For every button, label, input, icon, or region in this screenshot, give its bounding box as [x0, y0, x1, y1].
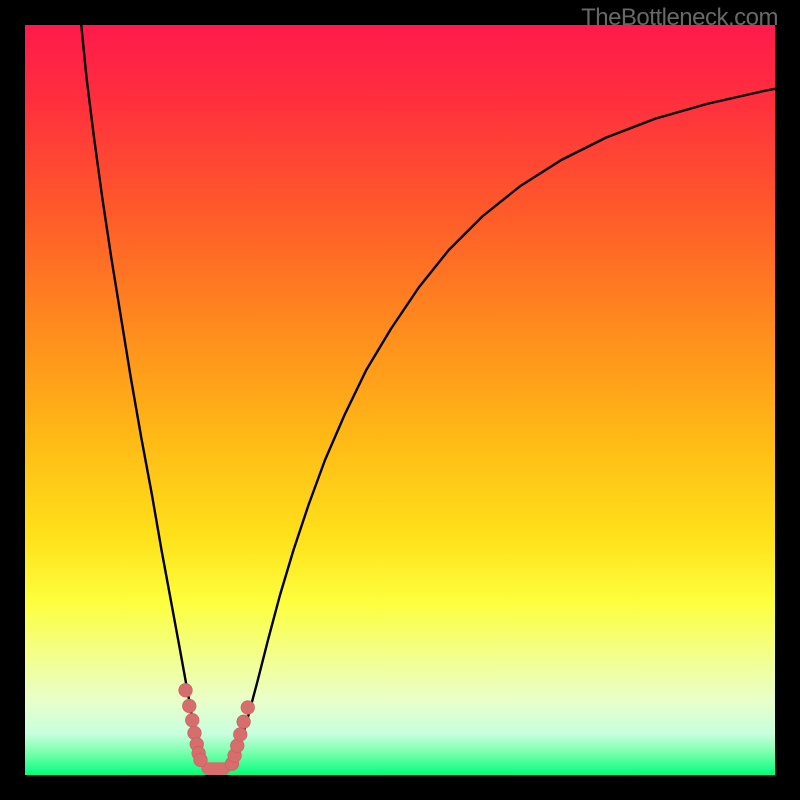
marker-dot [194, 753, 208, 767]
marker-dot [182, 699, 196, 713]
marker-dot [241, 701, 255, 715]
marker-dot [237, 715, 251, 729]
marker-dot [185, 713, 199, 727]
chart-plot [25, 25, 775, 775]
marker-dot [179, 683, 193, 697]
chart-frame: TheBottleneck.com [0, 0, 800, 800]
gradient-background [25, 25, 775, 775]
marker-dot [233, 728, 247, 742]
